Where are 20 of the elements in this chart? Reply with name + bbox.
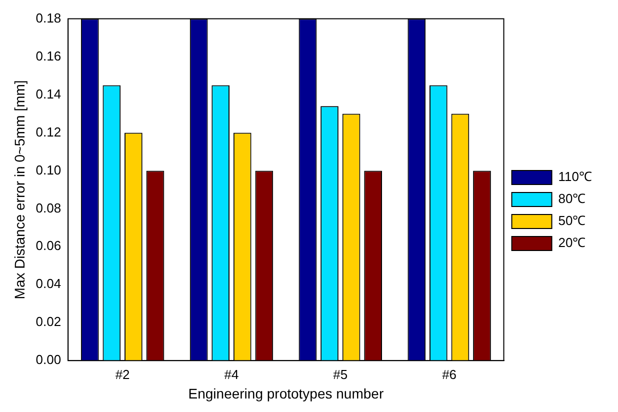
- x-tick-label: #2: [115, 366, 130, 382]
- y-tick-label: 0.00: [36, 352, 62, 368]
- y-axis-title: Max Distance error in 0~5mm [mm]: [11, 80, 28, 300]
- legend-label: 50℃: [558, 213, 586, 228]
- y-tick-label: 0.14: [36, 86, 62, 102]
- x-tick-label: #6: [442, 366, 457, 382]
- y-tick-label: 0.18: [36, 10, 62, 26]
- y-tick-label: 0.08: [36, 200, 62, 216]
- y-tick-label: 0.10: [36, 162, 62, 178]
- y-tick-label: 0.02: [36, 314, 62, 330]
- legend-label: 110℃: [558, 169, 592, 184]
- y-tick-label: 0.04: [36, 276, 62, 292]
- legend-label: 80℃: [558, 191, 586, 206]
- legend-label: 20℃: [558, 235, 586, 250]
- y-tick-label: 0.06: [36, 238, 62, 254]
- x-axis-title: Engineering prototypes number: [188, 385, 384, 402]
- x-tick-label: #4: [224, 366, 239, 382]
- x-tick-label: #5: [333, 366, 348, 382]
- y-tick-label: 0.12: [36, 124, 62, 140]
- y-tick-label: 0.16: [36, 48, 62, 64]
